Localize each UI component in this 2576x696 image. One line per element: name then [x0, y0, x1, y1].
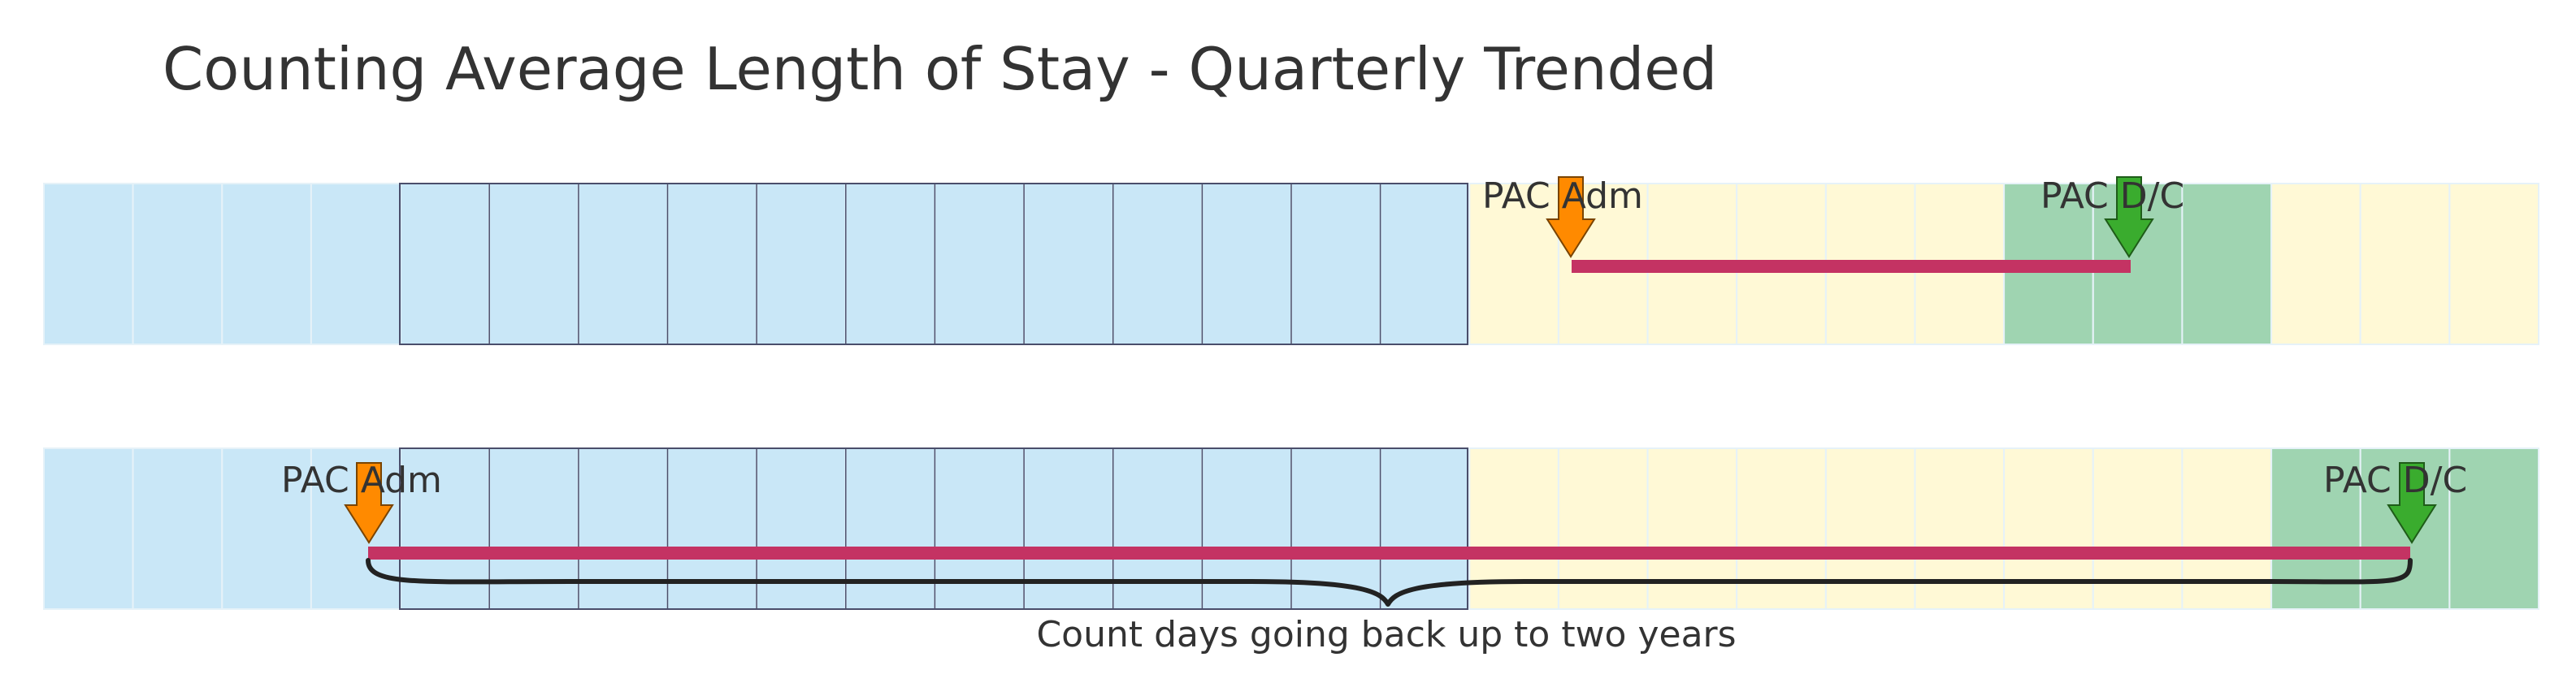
timeline-cell: [1557, 447, 1649, 610]
lookback-window-outline: [399, 447, 1468, 610]
timeline-row-short-stay: PAC Adm PAC D/C: [43, 175, 2539, 345]
timeline-cell: [310, 183, 401, 345]
timeline-cell: [132, 183, 223, 345]
page-title: Counting Average Length of Stay - Quarte…: [163, 35, 1717, 103]
timeline-cell: [1023, 183, 1114, 345]
timeline-cell: [2181, 447, 2272, 610]
timeline-cell: [2448, 183, 2539, 345]
timeline-cell: [756, 447, 847, 610]
stay-bar: [1572, 260, 2131, 273]
discharge-label: PAC D/C: [2040, 175, 2184, 217]
discharge-arrow-icon: [2387, 462, 2437, 544]
brace-caption: Count days going back up to two years: [1036, 614, 1736, 655]
timeline-cell: [310, 447, 401, 610]
timeline-cell: [1914, 447, 2006, 610]
timeline-cell: [43, 447, 134, 610]
timeline-cell: [1201, 447, 1293, 610]
timeline-cell: [577, 447, 669, 610]
admit-arrow-icon: [344, 462, 394, 544]
lookback-window-outline: [399, 183, 1468, 345]
timeline-cell: [221, 447, 312, 610]
timeline-cell: [1646, 447, 1738, 610]
timeline-cell: [934, 447, 1026, 610]
timeline-cell: [1824, 447, 1916, 610]
timeline-cell: [1468, 447, 1559, 610]
timeline-cell: [1112, 447, 1203, 610]
timeline-row-long-stay: PAC Adm PAC D/C: [43, 447, 2539, 610]
timeline-cell: [666, 447, 758, 610]
timeline-cell: [399, 183, 491, 345]
discharge-label: PAC D/C: [2323, 460, 2467, 501]
admit-label: PAC Adm: [1482, 175, 1643, 217]
timeline-cell: [2359, 183, 2451, 345]
timeline-cell: [1379, 183, 1471, 345]
window-cell-dividers: [488, 184, 1381, 344]
timeline-cell: [2003, 447, 2094, 610]
timeline-cell: [844, 447, 936, 610]
timeline-cell: [2181, 183, 2272, 345]
timeline-cell: [2448, 447, 2539, 610]
timeline-cell: [1736, 447, 1827, 610]
span-brace: [366, 558, 2413, 607]
timeline-cell: [2270, 183, 2361, 345]
timeline-cell: [1468, 183, 1559, 345]
timeline-cell: [221, 183, 312, 345]
timeline-cell: [1023, 447, 1114, 610]
admit-label: PAC Adm: [281, 460, 442, 501]
timeline-cell: [844, 183, 936, 345]
admit-arrow-icon: [1546, 176, 1596, 258]
timeline-cell: [756, 183, 847, 345]
timeline-cell: [934, 183, 1026, 345]
timeline-cell: [666, 183, 758, 345]
timeline-cell: [577, 183, 669, 345]
timeline-cell: [1290, 183, 1381, 345]
timeline-cell: [132, 447, 223, 610]
timeline-cell: [2092, 447, 2184, 610]
timeline-cell: [488, 183, 579, 345]
timeline-cell: [1112, 183, 1203, 345]
timeline-cell: [1201, 183, 1293, 345]
stay-bar: [368, 547, 2410, 560]
discharge-arrow-icon: [2104, 176, 2154, 258]
timeline-cell: [43, 183, 134, 345]
timeline-cell: [488, 447, 579, 610]
row-cells: [43, 183, 2539, 345]
